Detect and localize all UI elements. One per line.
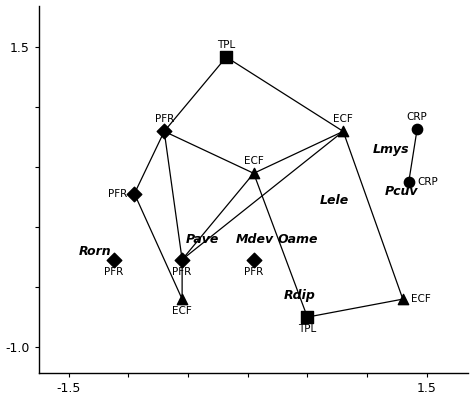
Text: Rdip: Rdip	[283, 289, 315, 302]
Text: ECF: ECF	[172, 306, 192, 316]
Text: CRP: CRP	[407, 112, 428, 122]
Text: PFR: PFR	[108, 189, 127, 198]
Point	[250, 170, 257, 176]
Text: Mdev: Mdev	[236, 233, 274, 246]
Point	[303, 314, 311, 320]
Point	[399, 296, 407, 302]
Text: Pave: Pave	[186, 233, 219, 246]
Text: PFR: PFR	[244, 267, 264, 277]
Text: ECF: ECF	[244, 156, 264, 166]
Point	[160, 128, 168, 135]
Text: ECF: ECF	[333, 114, 353, 124]
Point	[222, 54, 230, 60]
Text: TPL: TPL	[298, 324, 317, 334]
Point	[250, 256, 257, 263]
Point	[339, 128, 347, 135]
Text: Pcuv: Pcuv	[385, 185, 419, 198]
Text: PFR: PFR	[104, 267, 124, 277]
Text: CRP: CRP	[417, 177, 438, 187]
Point	[413, 126, 421, 132]
Text: Lele: Lele	[319, 194, 348, 207]
Text: Lmys: Lmys	[373, 143, 410, 156]
Text: PFR: PFR	[155, 114, 174, 124]
Point	[110, 256, 118, 263]
Text: Rorn: Rorn	[78, 245, 111, 258]
Text: TPL: TPL	[217, 40, 236, 50]
Point	[178, 296, 186, 302]
Point	[131, 190, 138, 197]
Point	[405, 178, 412, 185]
Text: Oame: Oame	[278, 233, 318, 246]
Text: ECF: ECF	[411, 294, 431, 304]
Text: PFR: PFR	[173, 267, 192, 277]
Point	[178, 256, 186, 263]
